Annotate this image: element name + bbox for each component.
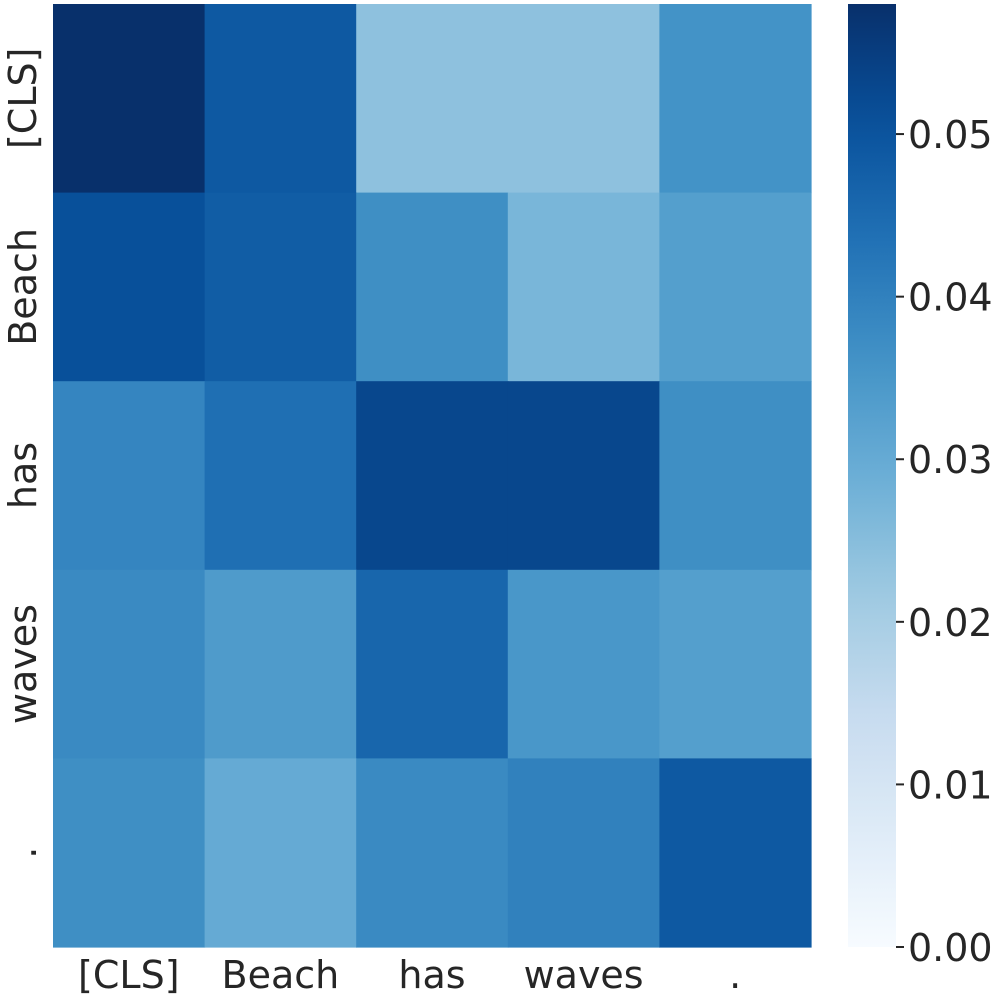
- heatmap-cell-r1-c3: [507, 192, 660, 382]
- heatmap-cell-r4-c4: [659, 758, 812, 948]
- x-tick-label: Beach: [222, 953, 340, 997]
- heatmap-cell-r2-c1: [204, 381, 357, 571]
- heatmap-cell-r1-c2: [356, 192, 509, 382]
- heatmap-cell-r3-c1: [204, 569, 357, 759]
- heatmap-cells: [53, 4, 812, 948]
- heatmap-cell-r2-c2: [356, 381, 509, 571]
- y-axis-labels: [CLS] Beach has waves.: [1, 48, 45, 859]
- x-tick-label: waves: [524, 953, 644, 997]
- heatmap-cell-r0-c4: [659, 4, 812, 194]
- heatmap-cell-r3-c4: [659, 569, 812, 759]
- colorbar-tick-label: 0.00: [908, 926, 993, 970]
- colorbar-tick-label: 0.05: [908, 113, 993, 157]
- x-tick-label: [CLS]: [78, 953, 179, 997]
- y-tick-label: has: [1, 442, 45, 509]
- x-tick-label: .: [729, 953, 741, 997]
- x-axis-labels: [CLS] Beach has waves.: [78, 953, 741, 997]
- heatmap-cell-r4-c2: [356, 758, 509, 948]
- colorbar-tick-label: 0.03: [908, 438, 993, 482]
- heatmap-cell-r0-c3: [507, 4, 660, 194]
- heatmap-cell-r1-c1: [204, 192, 357, 382]
- heatmap-cell-r4-c1: [204, 758, 357, 948]
- heatmap-cell-r4-c0: [53, 758, 206, 948]
- heatmap-cell-r1-c0: [53, 192, 206, 382]
- heatmap-cell-r2-c3: [507, 381, 660, 571]
- y-tick-label: waves: [1, 604, 45, 724]
- heatmap-cell-r4-c3: [507, 758, 660, 948]
- heatmap-cell-r2-c0: [53, 381, 206, 571]
- heatmap-cell-r3-c3: [507, 569, 660, 759]
- y-tick-label: Beach: [1, 228, 45, 346]
- heatmap-cell-r0-c2: [356, 4, 509, 194]
- heatmap-cell-r0-c1: [204, 4, 357, 194]
- y-tick-label: [CLS]: [1, 48, 45, 149]
- heatmap-cell-r3-c0: [53, 569, 206, 759]
- heatmap-cell-r0-c0: [53, 4, 206, 194]
- y-tick-label: .: [1, 847, 45, 859]
- heatmap-cell-r1-c4: [659, 192, 812, 382]
- heatmap-cell-r2-c4: [659, 381, 812, 571]
- colorbar-tick-label: 0.02: [908, 601, 993, 645]
- colorbar-gradient: [848, 4, 896, 947]
- colorbar: 0.00 0.01 0.02 0.03 0.04 0.05: [848, 4, 993, 970]
- x-tick-label: has: [398, 953, 465, 997]
- colorbar-tick-label: 0.04: [908, 276, 993, 320]
- colorbar-tick-label: 0.01: [908, 763, 993, 807]
- heatmap-cell-r3-c2: [356, 569, 509, 759]
